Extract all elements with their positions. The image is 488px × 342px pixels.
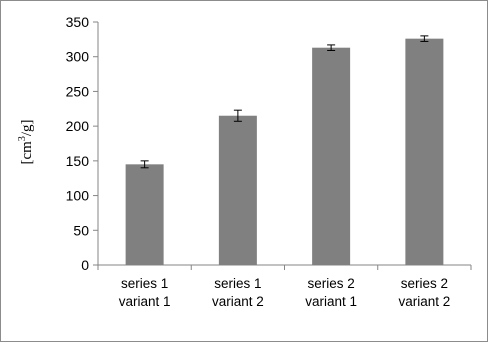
y-tick-label: 100 bbox=[66, 188, 90, 204]
x-tick-label-line: variant 2 bbox=[398, 294, 450, 309]
x-tick-label-line: variant 2 bbox=[212, 294, 264, 309]
x-tick-label-line: series 2 bbox=[401, 276, 448, 291]
bar bbox=[312, 47, 351, 266]
x-tick-label: series 2 variant 1 bbox=[305, 276, 357, 309]
x-tick-label: series 2 variant 2 bbox=[398, 276, 450, 309]
bar bbox=[218, 115, 257, 265]
y-tick-label: 0 bbox=[81, 257, 89, 273]
y-tick-label: 50 bbox=[73, 222, 89, 238]
x-tick-label-line: series 2 bbox=[307, 276, 354, 291]
error-bars bbox=[140, 35, 429, 169]
bar bbox=[405, 38, 444, 265]
y-tick-label: 250 bbox=[66, 83, 90, 99]
svg-text:[cm3/g]: [cm3/g] bbox=[17, 120, 35, 165]
y-tick-label: 300 bbox=[66, 49, 90, 65]
bars bbox=[125, 38, 444, 266]
x-tick-label-line: variant 1 bbox=[305, 294, 357, 309]
x-tick-label-line: variant 1 bbox=[119, 294, 171, 309]
x-tick-label: series 1 variant 1 bbox=[119, 276, 171, 309]
x-tick-label: series 1 variant 2 bbox=[212, 276, 264, 309]
y-tick-labels: 0 50 100 150 200 250 300 350 bbox=[66, 14, 90, 273]
y-tick-label: 200 bbox=[66, 118, 90, 134]
y-axis-title-superscript: 3 bbox=[17, 136, 28, 141]
x-tick-label-line: series 1 bbox=[121, 276, 168, 291]
bar bbox=[125, 164, 164, 265]
y-axis-title-tail: /g] bbox=[19, 120, 35, 137]
y-tick-label: 350 bbox=[66, 14, 90, 30]
x-tick-label-line: series 1 bbox=[214, 276, 261, 291]
y-axis-title: [cm3/g] bbox=[17, 120, 35, 165]
y-tick-label: 150 bbox=[66, 153, 90, 169]
y-axis-title-base: [cm bbox=[19, 141, 35, 165]
